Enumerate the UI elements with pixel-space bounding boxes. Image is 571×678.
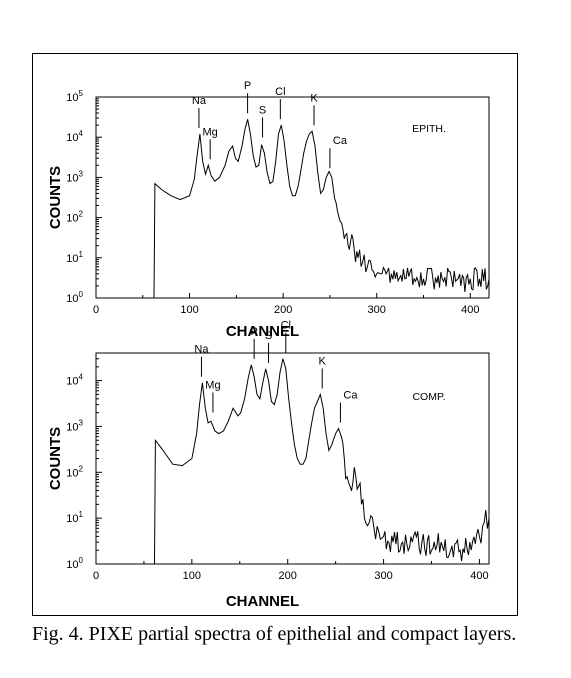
- peak-label-k: K: [310, 92, 318, 104]
- peak-label-p: P: [250, 326, 257, 338]
- peak-label-mg: Mg: [203, 126, 218, 138]
- x-axis-title: CHANNEL: [226, 323, 299, 340]
- spectrum-line: [153, 358, 490, 565]
- plot-area: [95, 96, 490, 299]
- x-tick-label: 100: [183, 570, 201, 582]
- panel-label: COMP.: [412, 391, 445, 403]
- y-tick-label: 101: [66, 510, 83, 525]
- peak-label-cl: Cl: [281, 320, 291, 332]
- y-tick-label: 102: [66, 210, 83, 225]
- x-tick-label: 300: [368, 304, 386, 316]
- y-axis-title: COUNTS: [47, 166, 64, 229]
- y-tick-label: 101: [66, 250, 83, 265]
- x-tick-label: 0: [93, 304, 99, 316]
- y-tick-label: 104: [66, 373, 83, 388]
- x-tick-label: 200: [274, 304, 292, 316]
- peak-label-s: S: [259, 104, 266, 116]
- peak-label-na: Na: [194, 344, 209, 356]
- y-tick-label: 100: [66, 556, 83, 571]
- peak-label-s: S: [265, 330, 272, 342]
- peak-label-cl: Cl: [275, 86, 285, 98]
- peak-label-p: P: [244, 80, 251, 92]
- spectrum-line: [152, 119, 490, 299]
- x-tick-label: 200: [279, 570, 297, 582]
- peak-label-na: Na: [192, 95, 207, 107]
- x-tick-label: 100: [180, 304, 198, 316]
- peak-label-mg: Mg: [205, 379, 220, 391]
- figure-frame: [32, 53, 518, 616]
- x-tick-label: 400: [470, 570, 488, 582]
- x-tick-label: 0: [93, 570, 99, 582]
- chart-panel-2: 0 100 200 300 400 100 101 102 103 104 CHANNEL COUNT…: [47, 320, 490, 610]
- y-tick-label: 103: [66, 418, 83, 433]
- x-axis-title: CHANNEL: [226, 593, 299, 610]
- y-tick-label: 100: [66, 290, 83, 305]
- chart-panel-1: 0 100 200 300 400 100 101 102 103 104 105 CHANNEL CO…: [47, 80, 490, 340]
- y-tick-label: 105: [66, 89, 83, 104]
- peak-label-ca: Ca: [333, 135, 348, 147]
- peak-label-ca: Ca: [343, 390, 358, 402]
- x-tick-label: 400: [461, 304, 479, 316]
- y-tick-label: 102: [66, 464, 83, 479]
- peak-label-k: K: [319, 355, 327, 367]
- figure-caption: Fig. 4. PIXE partial spectra of epitheli…: [32, 623, 517, 645]
- y-tick-label: 104: [66, 129, 83, 144]
- x-tick-label: 300: [374, 570, 392, 582]
- panel-label: EPITH.: [412, 123, 446, 135]
- y-axis-title: COUNTS: [47, 427, 64, 490]
- y-tick-label: 103: [66, 169, 83, 184]
